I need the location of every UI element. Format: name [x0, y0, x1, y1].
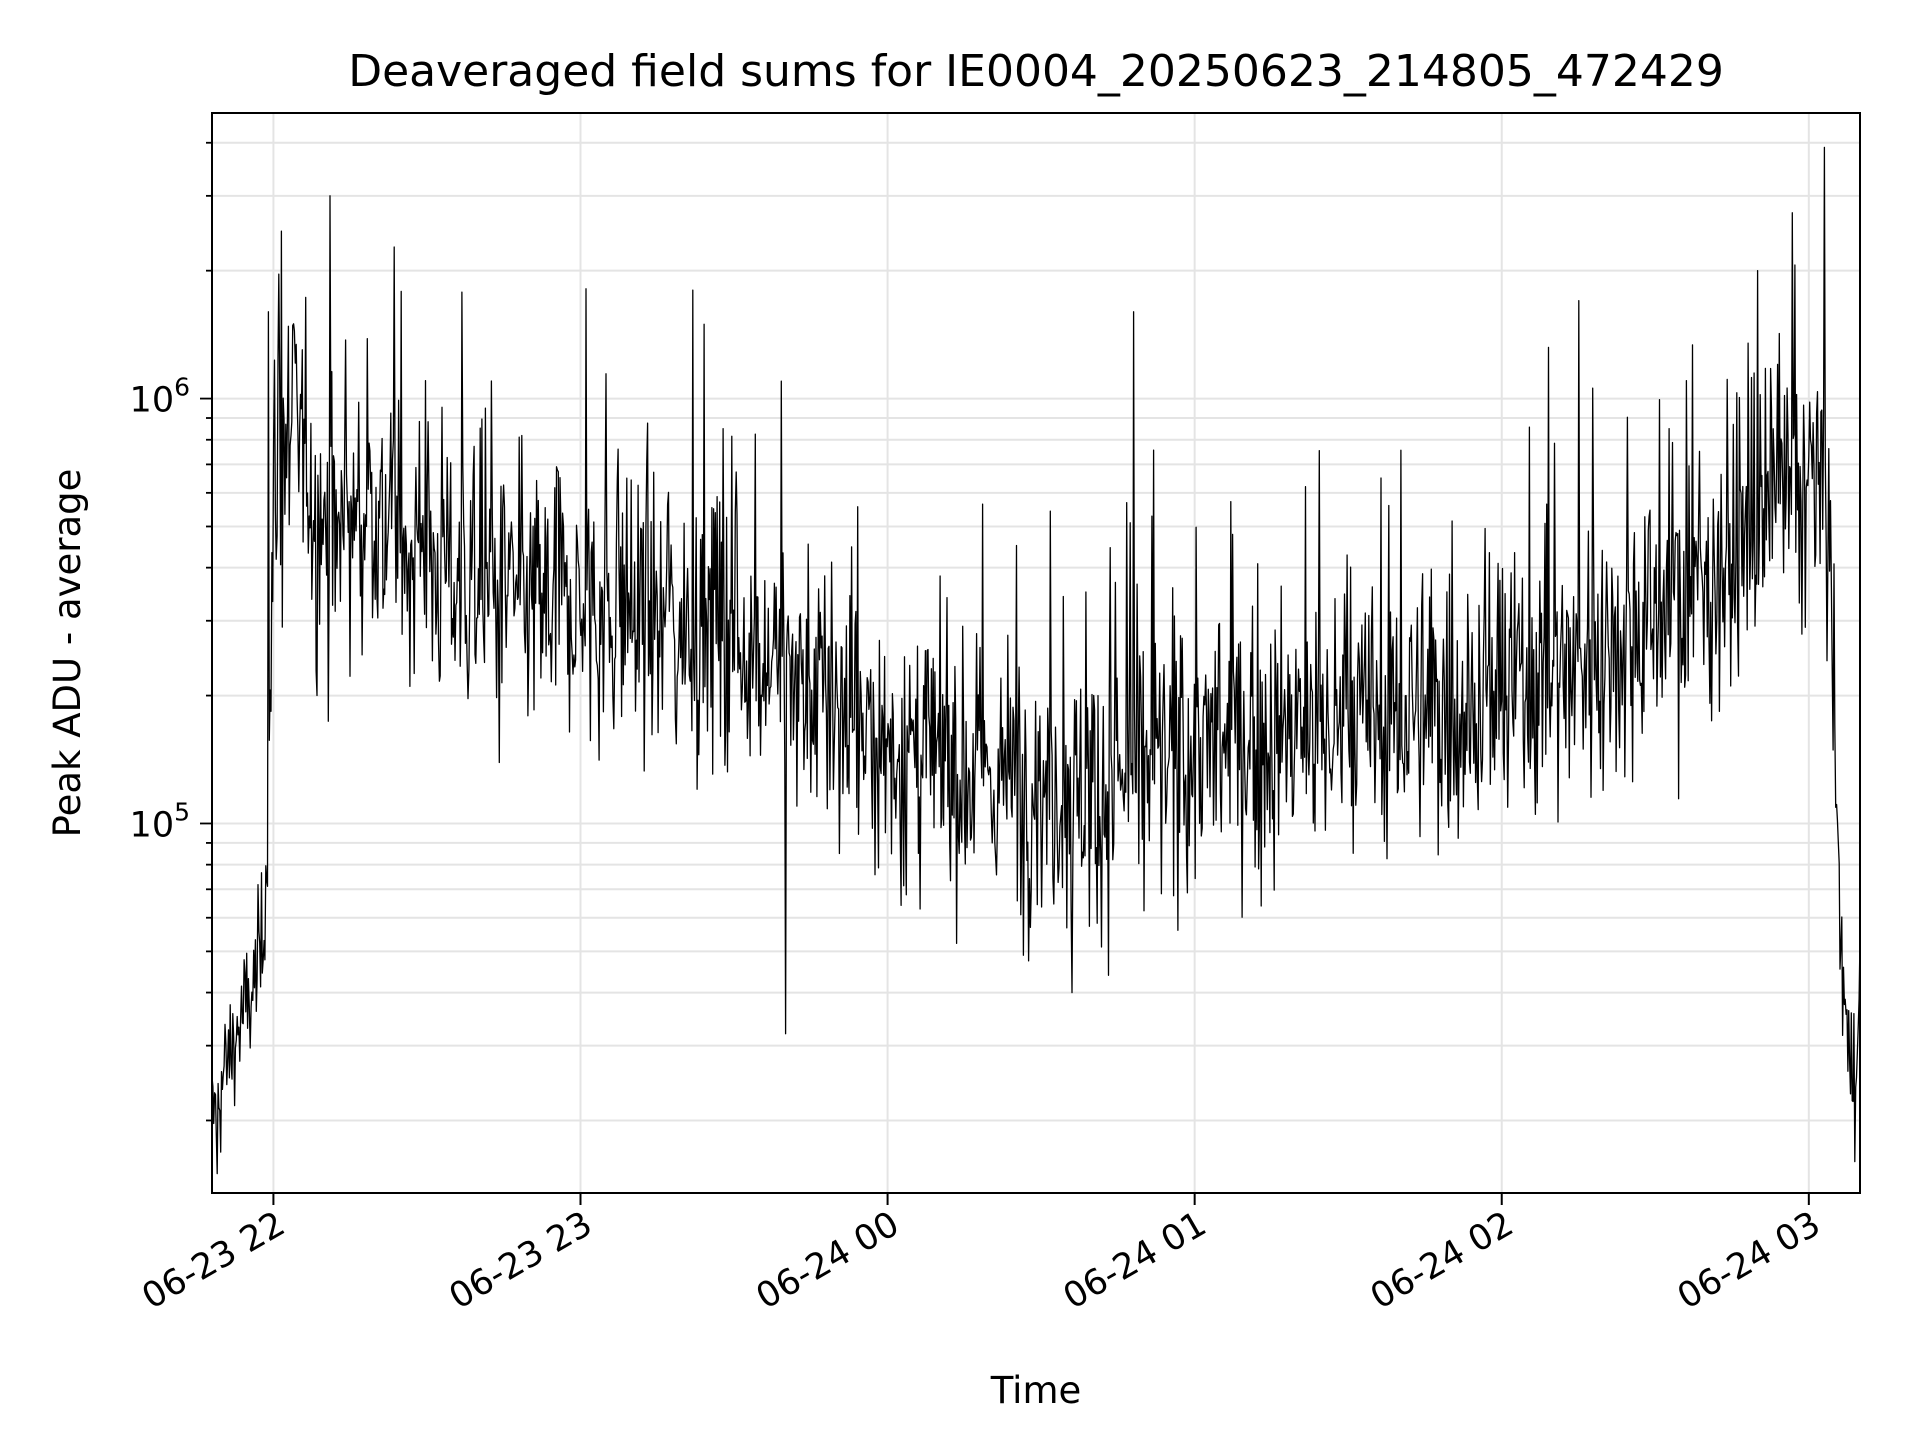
y-tick-label: 106	[130, 373, 190, 421]
y-tick-label: 105	[130, 797, 190, 845]
x-axis-label: Time	[990, 1369, 1082, 1412]
y-axis-ticks: 105 106	[130, 141, 212, 1122]
y-axis-label: Peak ADU - average	[46, 469, 89, 838]
grid	[212, 113, 1860, 1193]
chart-title: Deaveraged field sums for IE0004_2025062…	[348, 46, 1724, 97]
series-line	[211, 146, 1861, 1175]
plot-frame	[211, 112, 1861, 1194]
data-line-group	[211, 146, 1861, 1175]
